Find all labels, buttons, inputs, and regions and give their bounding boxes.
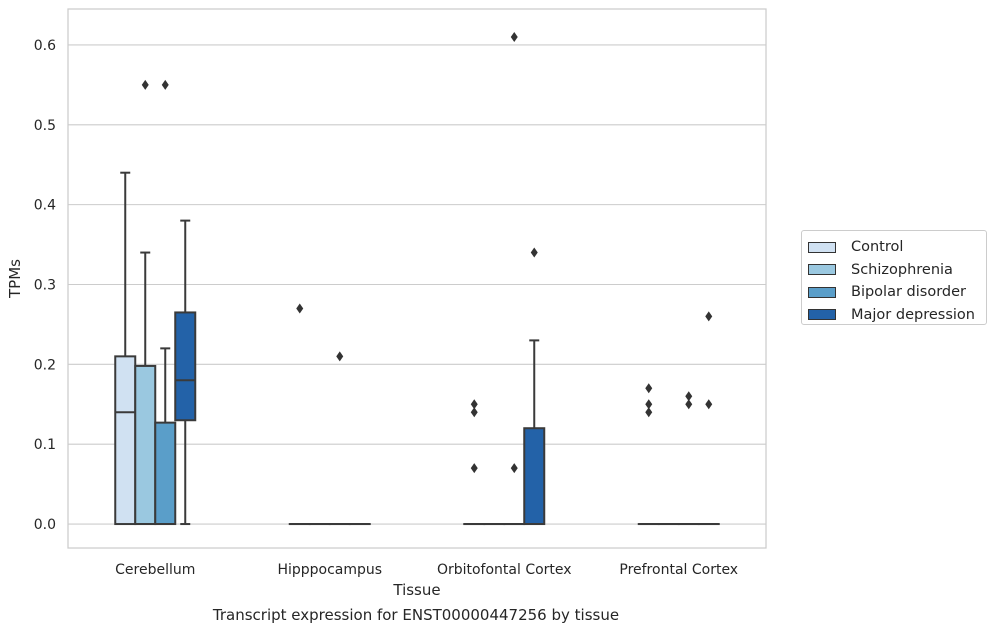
box-control [463,399,486,526]
outlier-point [645,383,653,394]
legend-swatch [808,264,836,276]
legend-swatch [808,241,836,253]
box-body [174,311,197,422]
legend-label: Bipolar disorder [851,284,966,301]
box-plot-boxes [114,31,720,526]
legend-swatch [808,286,836,298]
outlier-point [705,311,713,322]
outlier-point [645,399,653,410]
outlier-point [141,79,149,90]
outlier-point [685,399,693,410]
legend-label: Major depression [851,306,975,323]
outlier-point [685,391,693,402]
outlier-point [645,407,653,418]
box-body [134,364,157,526]
outlier-point [470,407,478,418]
box-control [288,303,311,526]
box-bipolar-disorder [503,31,526,526]
box-control [637,383,660,526]
box-major-depression [174,219,197,526]
outlier-point [470,463,478,474]
chart-caption: Transcript expression for ENST0000044725… [212,606,620,624]
outlier-point [510,463,518,474]
legend-label: Schizophrenia [851,261,953,278]
x-tick-label: Cerebellum [115,562,195,578]
box-body [114,355,137,526]
outlier-point [510,31,518,42]
outlier-point [470,399,478,410]
legend-item: Bipolar disorder [808,281,986,304]
y-axis-label: TPMs [6,259,24,299]
legend-item: Major depression [808,304,986,327]
box-schizophrenia [134,79,157,526]
plot-frame [67,8,767,549]
legend-swatch [808,309,836,321]
box-body [523,427,546,526]
y-tick-labels: 0.0 0.1 0.2 0.3 0.4 0.5 0.6 [34,38,56,533]
y-tick-label: 0.5 [34,118,56,134]
y-tick-label: 0.6 [34,38,56,54]
box-bipolar-disorder [154,79,177,526]
outlier-point [161,79,169,90]
outlier-point [705,399,713,410]
box-bipolar-disorder [677,391,700,526]
x-tick-label: Orbitofontal Cortex [437,562,572,578]
legend-label: Control [851,239,904,256]
y-tick-label: 0.1 [34,437,56,453]
y-tick-label: 0.4 [34,198,56,214]
x-tick-label: Prefrontal Cortex [619,562,738,578]
box-major-depression [523,247,546,526]
outlier-point [296,303,304,314]
legend-item: Control [808,236,986,259]
x-axis-label: Tissue [392,581,440,599]
outlier-point [530,247,538,258]
outlier-point [336,351,344,362]
legend: Control Schizophrenia Bipolar disorder Majo… [801,230,987,325]
legend-item: Schizophrenia [808,259,986,282]
box-body [154,421,177,526]
box-control [114,171,137,526]
y-tick-label: 0.2 [34,357,56,373]
y-tick-label: 0.3 [34,277,56,293]
box-bipolar-disorder [328,351,351,526]
x-tick-label: Hipppocampus [277,562,382,578]
y-tick-label: 0.0 [34,517,56,533]
box-major-depression [697,311,720,526]
x-tick-labels: Cerebellum Hipppocampus Orbitofontal Corte… [115,562,738,578]
